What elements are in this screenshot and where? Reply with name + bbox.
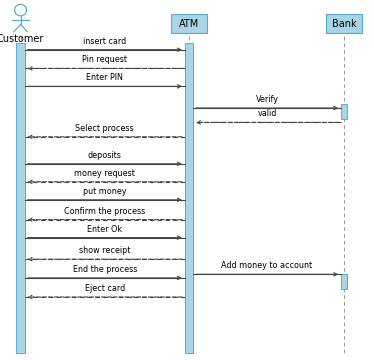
Text: money request: money request (74, 169, 135, 178)
Text: Enter PIN: Enter PIN (86, 73, 123, 82)
Text: Add money to account: Add money to account (221, 261, 313, 270)
Text: Verify: Verify (255, 95, 279, 104)
Text: End the process: End the process (73, 265, 137, 274)
Text: Bank: Bank (332, 19, 356, 29)
Text: Select process: Select process (76, 124, 134, 133)
Bar (326, 14, 362, 33)
Text: Eject card: Eject card (85, 284, 125, 293)
Bar (341, 104, 347, 119)
Text: Customer: Customer (0, 34, 44, 44)
Text: insert card: insert card (83, 37, 126, 46)
Text: deposits: deposits (88, 151, 122, 160)
Text: ATM: ATM (179, 19, 199, 29)
Text: Pin request: Pin request (82, 55, 127, 64)
Bar (171, 14, 207, 33)
Text: show receipt: show receipt (79, 246, 131, 255)
Text: put money: put money (83, 187, 126, 196)
Bar (16, 43, 25, 353)
Bar (185, 43, 193, 353)
Text: valid: valid (257, 109, 277, 118)
Bar (341, 274, 347, 289)
Text: Confirm the process: Confirm the process (64, 207, 145, 216)
Text: Enter Ok: Enter Ok (87, 225, 122, 234)
